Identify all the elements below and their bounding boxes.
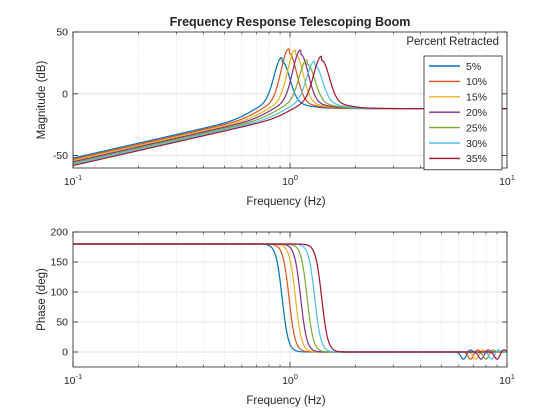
x-axis-label: Frequency (Hz) (246, 196, 325, 208)
phase-plot: 10-1 100 101 0 50 100 150 200 Frequency (Hz) Phas… (36, 227, 515, 407)
legend-label: 35% (466, 153, 487, 165)
y-tick-label: 100 (50, 287, 68, 299)
axes-box (72, 31, 508, 169)
series-line-35pct (73, 243, 507, 360)
series-lines (73, 243, 507, 360)
legend-label: 25% (466, 122, 487, 134)
x-tick-label: 10-1 (64, 372, 82, 387)
x-tick-label: 100 (282, 372, 298, 387)
y-tick-label: 200 (50, 227, 68, 239)
magnitude-plot: 10-1 100 101 -50 0 50 Frequency (Hz) Magnitude … (36, 27, 515, 208)
y-tick-label: 50 (56, 317, 68, 329)
y-tick-label: -50 (53, 150, 68, 162)
axes-box (72, 231, 508, 368)
x-tick-label: 101 (499, 173, 515, 188)
y-axis-label: Phase (deg) (36, 268, 48, 331)
legend-label: 30% (466, 138, 487, 150)
y-tick-label: 150 (50, 257, 68, 269)
y-tick-label: 0 (62, 347, 68, 359)
x-tick-label: 101 (499, 372, 515, 387)
legend-title: Percent Retracted (406, 36, 499, 48)
figure-title: Frequency Response Telescoping Boom (170, 15, 411, 29)
x-tick-label: 10-1 (64, 173, 82, 188)
legend-box (423, 55, 503, 171)
legend-label: 5% (466, 61, 481, 73)
x-axis-label: Frequency (Hz) (246, 395, 325, 407)
legend-label: 15% (466, 92, 487, 104)
legend-label: 20% (466, 107, 487, 119)
y-tick-label: 50 (56, 27, 68, 39)
y-axis-label: Magnitude (dB) (36, 61, 48, 140)
x-tick-label: 100 (282, 173, 298, 188)
y-tick-label: 0 (62, 88, 68, 100)
legend-label: 10% (466, 76, 487, 88)
